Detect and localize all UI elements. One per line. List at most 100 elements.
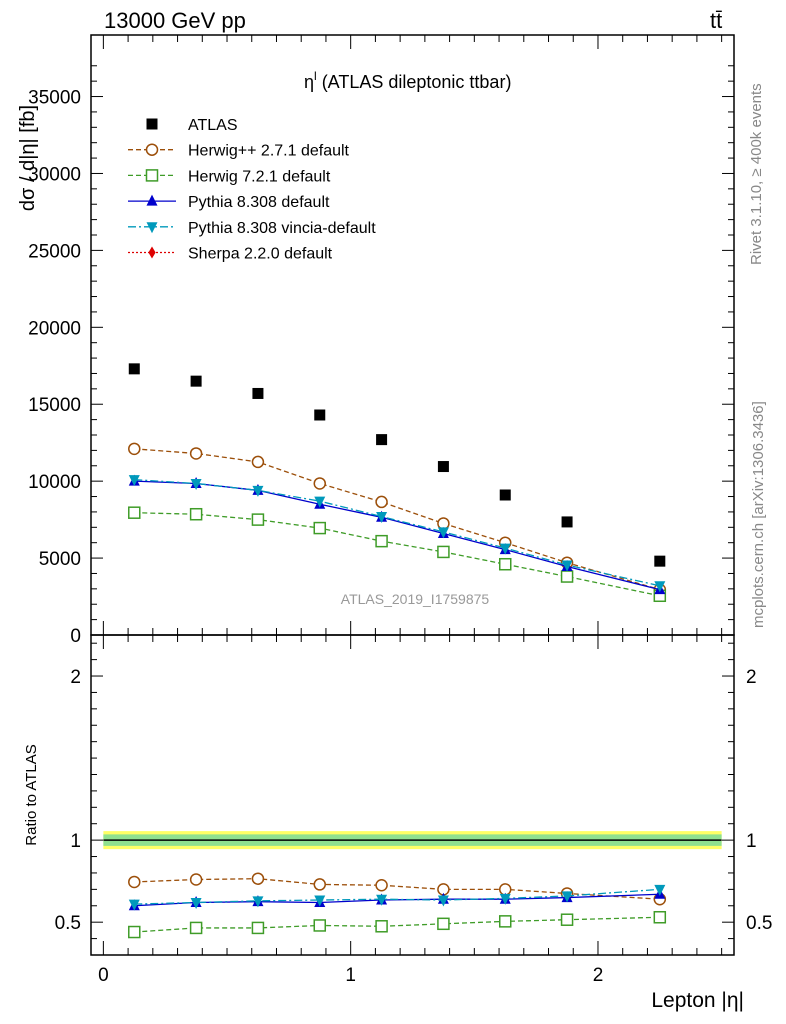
ratio-point bbox=[313, 919, 327, 932]
ratio-point bbox=[251, 921, 265, 935]
data-point bbox=[252, 387, 264, 399]
legend-marker bbox=[146, 222, 158, 234]
ratio-point bbox=[189, 873, 203, 886]
ratio-point bbox=[128, 899, 140, 911]
ratio-point bbox=[561, 891, 573, 903]
data-point bbox=[437, 527, 449, 539]
series-2 bbox=[128, 506, 667, 939]
ratio-point bbox=[653, 911, 667, 924]
legend-marker bbox=[148, 246, 156, 259]
data-point bbox=[561, 516, 573, 528]
data-point bbox=[499, 543, 511, 555]
ratio-y-tick-label: 2 bbox=[70, 667, 81, 688]
data-point bbox=[560, 570, 574, 583]
ratio-point bbox=[128, 875, 141, 889]
header-left: 13000 GeV pp bbox=[104, 8, 246, 33]
ratio-y-tick-label-right: 1 bbox=[746, 831, 757, 852]
legend: ATLAS Herwig++ 2.7.1 default Herwig 7.2.1 … bbox=[128, 117, 376, 263]
data-point bbox=[375, 495, 388, 509]
y-tick-label: 20000 bbox=[28, 318, 81, 339]
ratio-uncertainty-band bbox=[103, 831, 722, 850]
legend-label: Herwig++ 2.7.1 default bbox=[188, 143, 350, 160]
y-tick-label: 25000 bbox=[28, 241, 81, 262]
y-tick-label: 35000 bbox=[28, 88, 81, 109]
data-point bbox=[498, 557, 512, 571]
data-point bbox=[189, 447, 203, 460]
data-point bbox=[654, 581, 666, 593]
ratio-point bbox=[314, 895, 326, 907]
ratio-y-tick-label: 1 bbox=[70, 831, 81, 852]
x-tick-label: 0 bbox=[98, 965, 109, 986]
series-0 bbox=[128, 363, 666, 567]
y-tick-label: 30000 bbox=[28, 164, 81, 185]
ratio-panel-frame bbox=[90, 634, 735, 956]
legend-marker bbox=[145, 169, 159, 182]
ratio-point bbox=[313, 878, 327, 891]
plot-title-rest: (ATLAS dileptonic ttbar) bbox=[317, 72, 512, 92]
data-point bbox=[128, 442, 141, 456]
ratio-line bbox=[134, 878, 660, 900]
legend-marker bbox=[146, 118, 158, 130]
data-point bbox=[252, 485, 264, 497]
ratio-point bbox=[437, 917, 450, 931]
plot-title-sup: l bbox=[314, 69, 317, 83]
ratio-y-tick-label: 0.5 bbox=[55, 913, 81, 934]
data-point bbox=[499, 489, 511, 501]
data-point bbox=[313, 521, 327, 535]
legend-label: Pythia 8.308 vincia-default bbox=[188, 220, 376, 237]
data-point bbox=[189, 507, 203, 521]
data-point bbox=[561, 560, 573, 572]
data-point bbox=[251, 513, 265, 526]
ratio-point bbox=[252, 896, 264, 908]
mcplots-label: mcplots.cern.ch [arXiv:1306.3436] bbox=[750, 401, 767, 628]
legend-marker bbox=[146, 194, 158, 206]
header-right: tt̄ bbox=[710, 8, 722, 33]
data-point bbox=[128, 506, 141, 519]
ratio-line bbox=[134, 916, 660, 933]
ratio-point bbox=[376, 894, 388, 906]
ratio-point bbox=[190, 897, 202, 909]
data-point bbox=[376, 434, 388, 446]
ratio-point bbox=[560, 913, 574, 926]
y-axis-label: dσ / d|η| [fb] bbox=[17, 105, 39, 211]
ratio-y-tick-label-right: 2 bbox=[746, 667, 757, 688]
ratio-point bbox=[499, 893, 511, 905]
series-layer bbox=[128, 363, 667, 939]
data-point bbox=[375, 534, 388, 548]
ratio-point bbox=[375, 920, 388, 933]
y-tick-label: 10000 bbox=[28, 472, 81, 493]
ratio-point bbox=[375, 879, 388, 892]
y-tick-label: 5000 bbox=[39, 549, 81, 570]
ratio-y-tick-label-right: 0.5 bbox=[746, 913, 772, 934]
series-line bbox=[134, 448, 660, 591]
analysis-watermark: ATLAS_2019_I1759875 bbox=[341, 591, 490, 607]
data-point bbox=[437, 545, 450, 559]
series-4 bbox=[128, 475, 666, 911]
ratio-y-axis-label: Ratio to ATLAS bbox=[23, 744, 40, 845]
data-point bbox=[313, 477, 327, 490]
data-point bbox=[190, 375, 202, 387]
data-point bbox=[128, 363, 140, 375]
plot-title-main: η bbox=[304, 72, 314, 92]
data-point bbox=[190, 478, 202, 490]
y-tick-label: 0 bbox=[70, 626, 81, 647]
legend-label: ATLAS bbox=[188, 117, 238, 134]
ratio-point bbox=[437, 895, 449, 907]
ratio-point bbox=[498, 915, 512, 928]
x-tick-label: 1 bbox=[345, 965, 356, 986]
ratio-point bbox=[128, 925, 141, 939]
x-axis-label: Lepton |η| bbox=[651, 989, 744, 1012]
x-tick-label: 2 bbox=[593, 965, 604, 986]
legend-label: Sherpa 2.2.0 default bbox=[188, 246, 333, 263]
data-point bbox=[128, 475, 140, 487]
series-line bbox=[134, 480, 660, 591]
legend-marker bbox=[145, 143, 159, 156]
ratio-point bbox=[251, 872, 265, 885]
data-point bbox=[314, 496, 326, 508]
series-line bbox=[134, 478, 660, 587]
plot-title: ηl (ATLAS dileptonic ttbar) bbox=[304, 69, 511, 92]
rivet-label: Rivet 3.1.10, ≥ 400k events bbox=[748, 83, 765, 265]
data-point bbox=[251, 455, 265, 469]
data-point bbox=[376, 512, 388, 524]
